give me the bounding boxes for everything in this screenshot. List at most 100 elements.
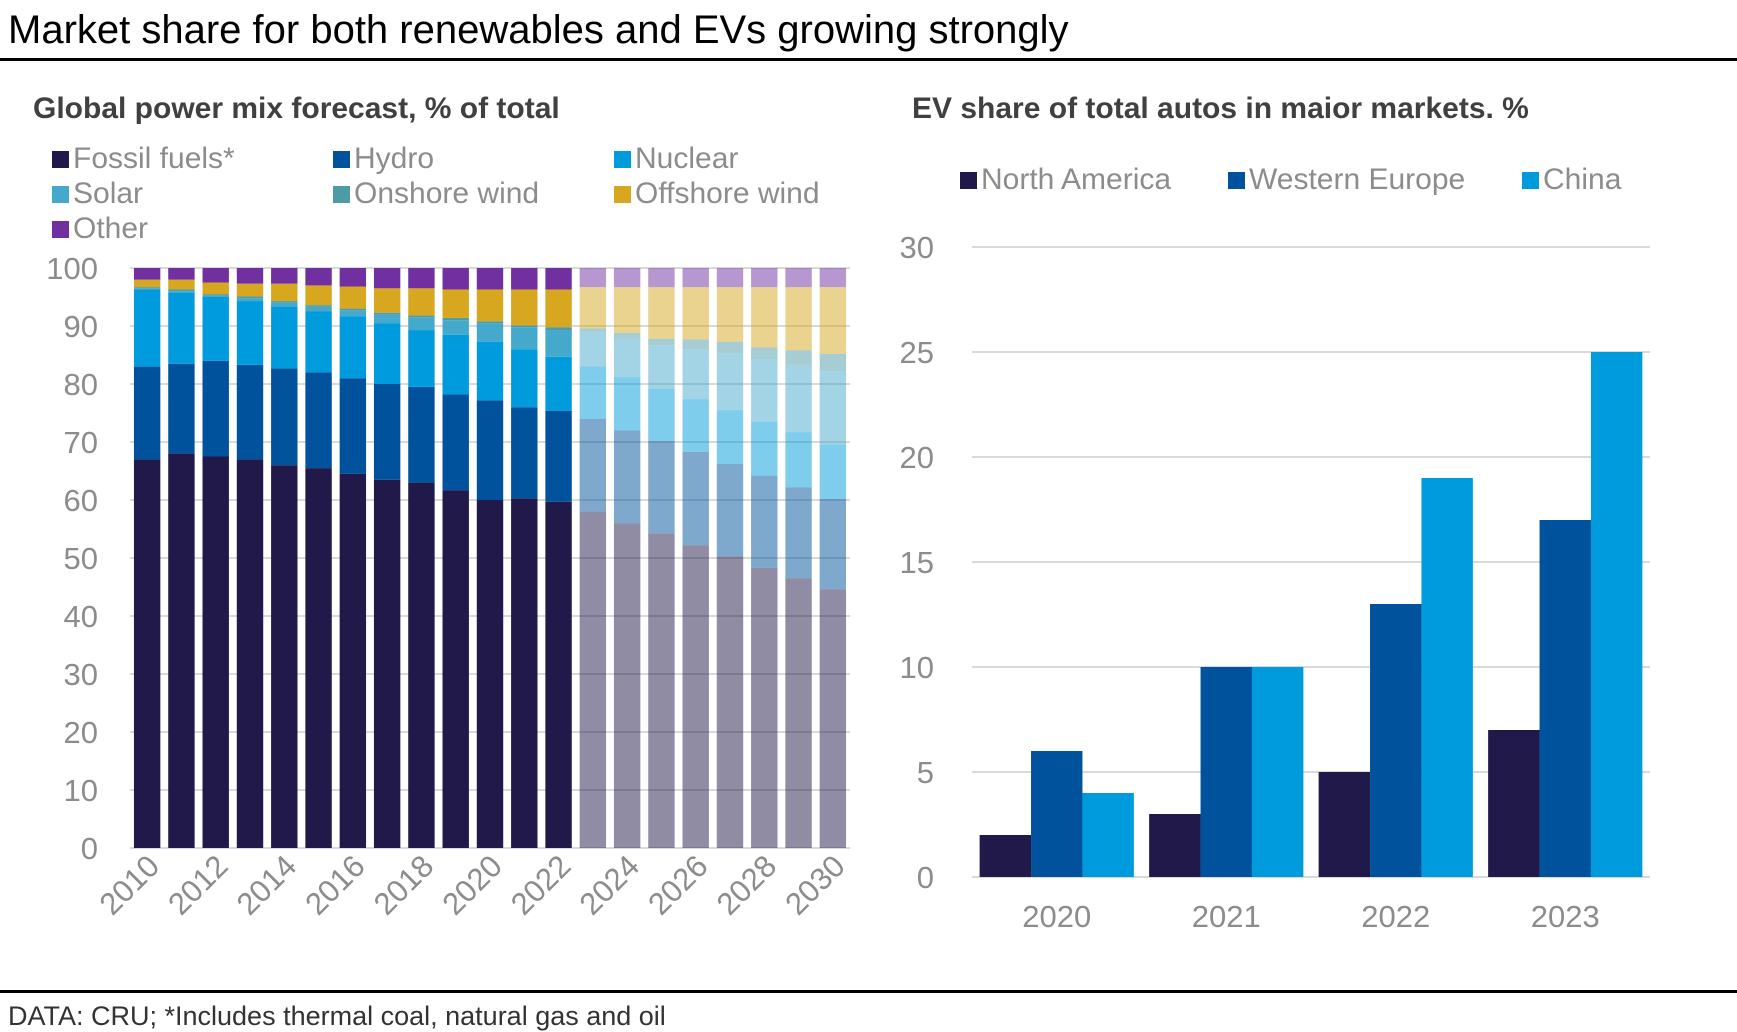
- y-tick-label: 20: [900, 440, 934, 475]
- bar-segment-solar-2015: [305, 306, 332, 312]
- x-tick-label: 2021: [1192, 899, 1261, 934]
- bar-segment-fossil-2024: [613, 523, 641, 848]
- bar-segment-nuclear-2018: [408, 330, 435, 387]
- bar-segment-hydro-2026: [682, 451, 709, 546]
- legend-label: Onshore wind: [354, 177, 540, 210]
- x-tick-label: 2028: [710, 848, 784, 922]
- bar-segment-fossil-2019: [442, 490, 469, 848]
- x-tick-label: 2023: [1531, 899, 1600, 934]
- bar-north-america-2022: [1318, 772, 1371, 877]
- bar-segment-offshore-2021: [511, 289, 538, 326]
- bar-segment-other-2029: [785, 268, 812, 288]
- x-tick-label: 2024: [573, 848, 647, 922]
- bar-segment-solar-2030: [819, 371, 847, 445]
- bar-segment-fossil-2013: [236, 459, 264, 848]
- bar-western-europe-2022: [1370, 604, 1422, 877]
- bar-segment-hydro-2030: [819, 498, 847, 590]
- bar-segment-offshore-2025: [648, 287, 675, 339]
- bar-western-europe-2021: [1200, 667, 1252, 877]
- bar-segment-fossil-2023: [579, 511, 607, 848]
- bar-segment-solar-2026: [682, 349, 709, 400]
- bar-segment-onshore-2018: [408, 315, 435, 318]
- bar-segment-other-2022: [545, 268, 572, 290]
- bar-segment-other-2026: [682, 268, 709, 288]
- y-tick-label: 20: [64, 715, 98, 750]
- bar-segment-solar-2011: [168, 291, 195, 293]
- bar-segment-nuclear-2019: [442, 334, 469, 395]
- title-divider: [0, 58, 1737, 61]
- bar-china-2021: [1251, 667, 1304, 877]
- x-tick-label: 2020: [435, 848, 509, 922]
- bar-segment-solar-2024: [613, 338, 641, 378]
- x-tick-label: 2022: [1361, 899, 1430, 934]
- bar-segment-other-2011: [168, 268, 195, 280]
- bar-segment-other-2023: [579, 268, 607, 288]
- bar-segment-offshore-2024: [613, 287, 641, 333]
- bar-segment-fossil-2022: [545, 501, 572, 848]
- bar-segment-fossil-2025: [648, 533, 675, 848]
- bar-segment-fossil-2026: [682, 545, 709, 848]
- bar-segment-nuclear-2030: [819, 444, 847, 499]
- x-tick-label: 2012: [161, 848, 235, 922]
- bar-north-america-2023: [1488, 730, 1540, 877]
- y-tick-label: 60: [64, 483, 98, 518]
- y-tick-label: 30: [900, 230, 934, 265]
- bar-segment-solar-2021: [511, 327, 538, 350]
- bar-segment-onshore-2026: [682, 339, 709, 350]
- legend-swatch: [333, 150, 350, 168]
- bar-segment-onshore-2012: [202, 294, 229, 296]
- bar-segment-other-2027: [716, 268, 744, 288]
- legend-label: Offshore wind: [635, 177, 820, 210]
- bar-segment-fossil-2017: [373, 479, 401, 848]
- bar-segment-hydro-2013: [236, 364, 264, 460]
- bar-segment-hydro-2027: [716, 464, 744, 557]
- bar-segment-fossil-2014: [271, 465, 298, 848]
- bar-segment-other-2020: [476, 268, 504, 290]
- bar-segment-offshore-2014: [271, 283, 298, 302]
- bar-segment-hydro-2012: [202, 360, 229, 457]
- legend-label: Solar: [73, 177, 144, 210]
- x-tick-label: 2014: [230, 848, 304, 922]
- bar-segment-onshore-2016: [339, 308, 367, 311]
- bar-segment-solar-2016: [339, 310, 367, 317]
- legend-item-western-europe: Western Europe: [1228, 163, 1465, 197]
- bar-segment-onshore-2024: [613, 332, 641, 339]
- bar-segment-solar-2017: [373, 314, 401, 324]
- bar-segment-onshore-2023: [579, 328, 607, 332]
- bar-segment-onshore-2025: [648, 338, 675, 346]
- legend-item-china: China: [1522, 163, 1621, 197]
- bar-segment-hydro-2028: [751, 475, 778, 568]
- bar-segment-nuclear-2028: [751, 421, 778, 476]
- legend-swatch: [614, 150, 631, 168]
- bar-segment-solar-2029: [785, 364, 812, 433]
- bar-segment-other-2014: [271, 268, 298, 284]
- bar-segment-offshore-2012: [202, 282, 229, 295]
- bar-segment-hydro-2022: [545, 410, 572, 502]
- x-tick-label: 2030: [778, 848, 852, 922]
- bar-segment-fossil-2018: [408, 482, 435, 848]
- y-tick-label: 15: [900, 545, 934, 580]
- legend-label: Nuclear: [635, 142, 739, 175]
- bar-segment-onshore-2011: [168, 289, 195, 292]
- ev-share-chart-title: EV share of total autos in maior markets…: [912, 92, 1529, 125]
- bar-segment-offshore-2030: [819, 287, 847, 354]
- legend-swatch: [52, 220, 69, 238]
- x-tick-label: 2010: [93, 848, 167, 922]
- legend-label: North America: [981, 163, 1172, 196]
- y-tick-label: 40: [64, 599, 98, 634]
- bar-china-2022: [1421, 478, 1473, 877]
- bar-segment-hydro-2016: [339, 378, 367, 474]
- bar-segment-offshore-2017: [373, 288, 401, 313]
- legend-label: Western Europe: [1249, 163, 1466, 196]
- bar-segment-nuclear-2021: [511, 349, 538, 408]
- bar-segment-other-2015: [305, 268, 332, 286]
- y-tick-label: 5: [917, 755, 934, 790]
- bar-segment-offshore-2016: [339, 286, 367, 309]
- bar-segment-nuclear-2017: [373, 323, 401, 384]
- bar-segment-solar-2027: [716, 353, 744, 411]
- bar-segment-onshore-2021: [511, 325, 538, 328]
- x-tick-label: 2016: [298, 848, 372, 922]
- bar-segment-nuclear-2029: [785, 432, 812, 488]
- bar-segment-nuclear-2013: [236, 301, 264, 365]
- y-tick-label: 10: [64, 773, 98, 808]
